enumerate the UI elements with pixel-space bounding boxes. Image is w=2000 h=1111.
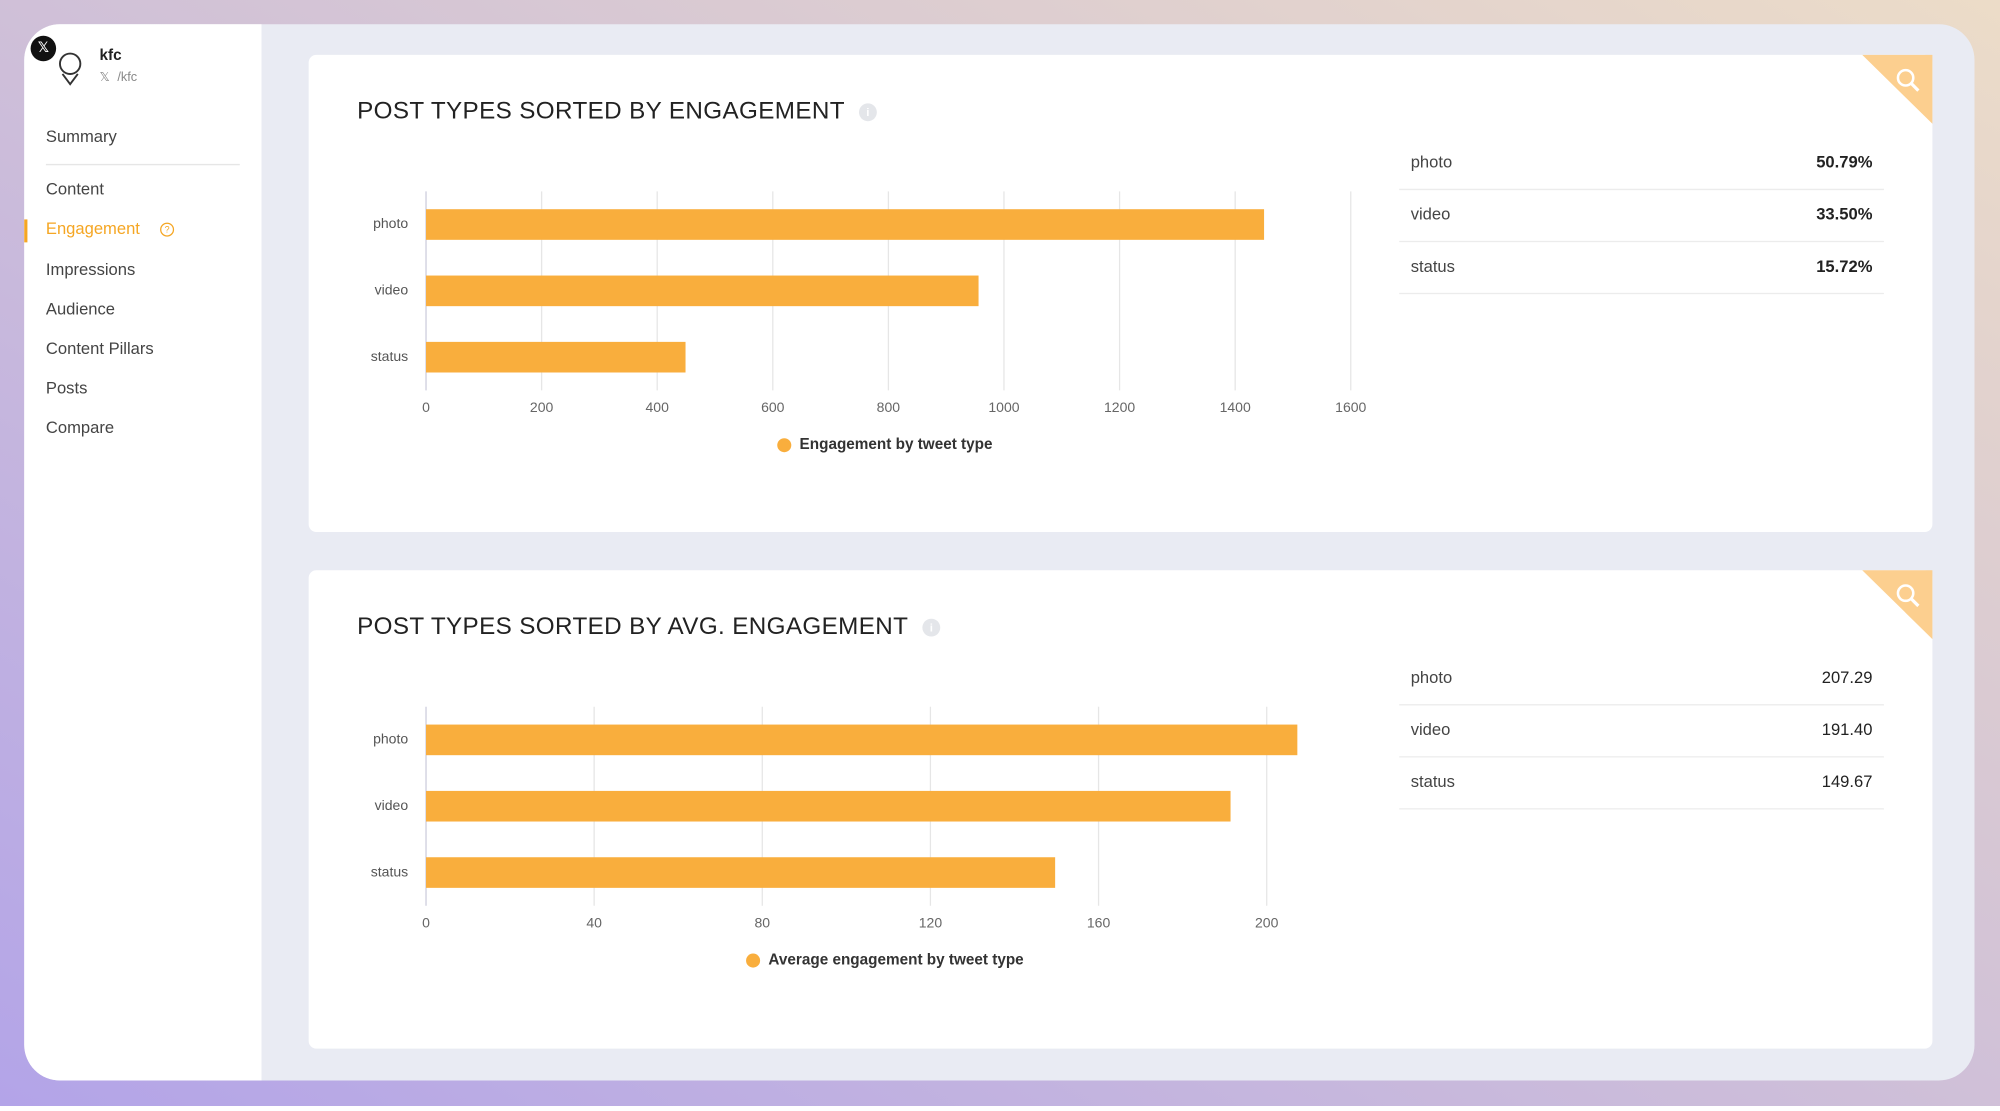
y-tick-label: video bbox=[375, 282, 409, 298]
table-value: 207.29 bbox=[1822, 668, 1873, 687]
x-badge bbox=[30, 35, 57, 62]
account-handle: /kfc bbox=[117, 69, 137, 84]
table-value: 15.72% bbox=[1816, 257, 1872, 276]
info-icon bbox=[922, 618, 941, 637]
x-tick-label: 1200 bbox=[1104, 399, 1135, 415]
x-tick-label: 400 bbox=[646, 399, 670, 415]
nav-active-indicator bbox=[24, 219, 28, 243]
x-tick-label: 200 bbox=[530, 399, 554, 415]
help-icon bbox=[160, 222, 175, 237]
info-icon-mark: i bbox=[930, 622, 933, 634]
x-tick-label: 160 bbox=[1087, 914, 1111, 930]
legend-label: Engagement by tweet type bbox=[800, 436, 993, 453]
nav-item[interactable]: Compare bbox=[46, 418, 114, 437]
x-tick-label: 80 bbox=[754, 914, 770, 930]
info-icon bbox=[858, 103, 877, 122]
nav-item[interactable]: Content bbox=[46, 179, 104, 198]
panel bbox=[308, 54, 1933, 532]
y-tick-label: photo bbox=[373, 731, 408, 747]
x-tick-label: 0 bbox=[422, 914, 430, 930]
y-tick-label: video bbox=[375, 797, 409, 813]
chart-title: POST TYPES SORTED BY ENGAGEMENT bbox=[357, 98, 845, 125]
info-icon-mark: i bbox=[866, 107, 869, 119]
legend-marker bbox=[746, 953, 761, 968]
y-tick-label: status bbox=[371, 348, 408, 364]
x-tick-label: 1400 bbox=[1220, 399, 1251, 415]
bar bbox=[426, 790, 1231, 822]
nav-item[interactable]: Content Pillars bbox=[46, 339, 154, 358]
x-tick-label: 600 bbox=[761, 399, 785, 415]
window: 𝕏 kfc 𝕏 /kfc Summary Content Engagement ? Im… bbox=[24, 24, 1975, 1081]
x-logo: 𝕏 bbox=[38, 39, 49, 55]
legend-marker bbox=[777, 438, 792, 453]
table-value: 149.67 bbox=[1822, 772, 1873, 791]
table-label: status bbox=[1411, 257, 1455, 276]
table-value: 191.40 bbox=[1822, 720, 1873, 739]
nav: Summary Content Engagement ? Impressions Audi… bbox=[46, 127, 175, 437]
table-label: video bbox=[1411, 205, 1451, 224]
nav-item[interactable]: Summary bbox=[46, 127, 118, 146]
x-tick-label: 40 bbox=[586, 914, 602, 930]
chart-title: POST TYPES SORTED BY AVG. ENGAGEMENT bbox=[357, 613, 908, 640]
sidebar bbox=[24, 24, 262, 1081]
x-tick-label: 200 bbox=[1255, 914, 1279, 930]
avatar bbox=[58, 52, 82, 86]
bar bbox=[426, 341, 686, 373]
nav-item[interactable]: Posts bbox=[46, 378, 87, 397]
x-tick-label: 0 bbox=[422, 399, 430, 415]
bar bbox=[426, 275, 979, 307]
legend: Engagement by tweet type bbox=[777, 436, 993, 453]
x-tick-label: 800 bbox=[877, 399, 901, 415]
legend: Average engagement by tweet type bbox=[746, 952, 1024, 969]
bar bbox=[426, 857, 1056, 888]
table-label: photo bbox=[1411, 668, 1452, 687]
x-tick-label: 1600 bbox=[1335, 399, 1366, 415]
bar bbox=[426, 724, 1298, 756]
account-name: kfc bbox=[99, 47, 122, 64]
x-logo-small: 𝕏 bbox=[99, 69, 109, 84]
x-tick-label: 1000 bbox=[988, 399, 1019, 415]
help-icon-mark: ? bbox=[165, 225, 170, 235]
y-tick-label: status bbox=[371, 863, 408, 879]
x-tick-label: 120 bbox=[919, 914, 943, 930]
table-label: video bbox=[1411, 720, 1451, 739]
legend-label: Average engagement by tweet type bbox=[768, 952, 1023, 969]
table-value: 50.79% bbox=[1816, 153, 1872, 172]
nav-item[interactable]: Audience bbox=[46, 299, 115, 318]
nav-item[interactable]: Engagement bbox=[46, 219, 140, 238]
table-label: photo bbox=[1411, 153, 1452, 172]
bar bbox=[426, 209, 1265, 240]
table-value: 33.50% bbox=[1816, 205, 1872, 224]
y-tick-label: photo bbox=[373, 215, 408, 231]
nav-item[interactable]: Impressions bbox=[46, 260, 135, 279]
table-label: status bbox=[1411, 772, 1455, 791]
